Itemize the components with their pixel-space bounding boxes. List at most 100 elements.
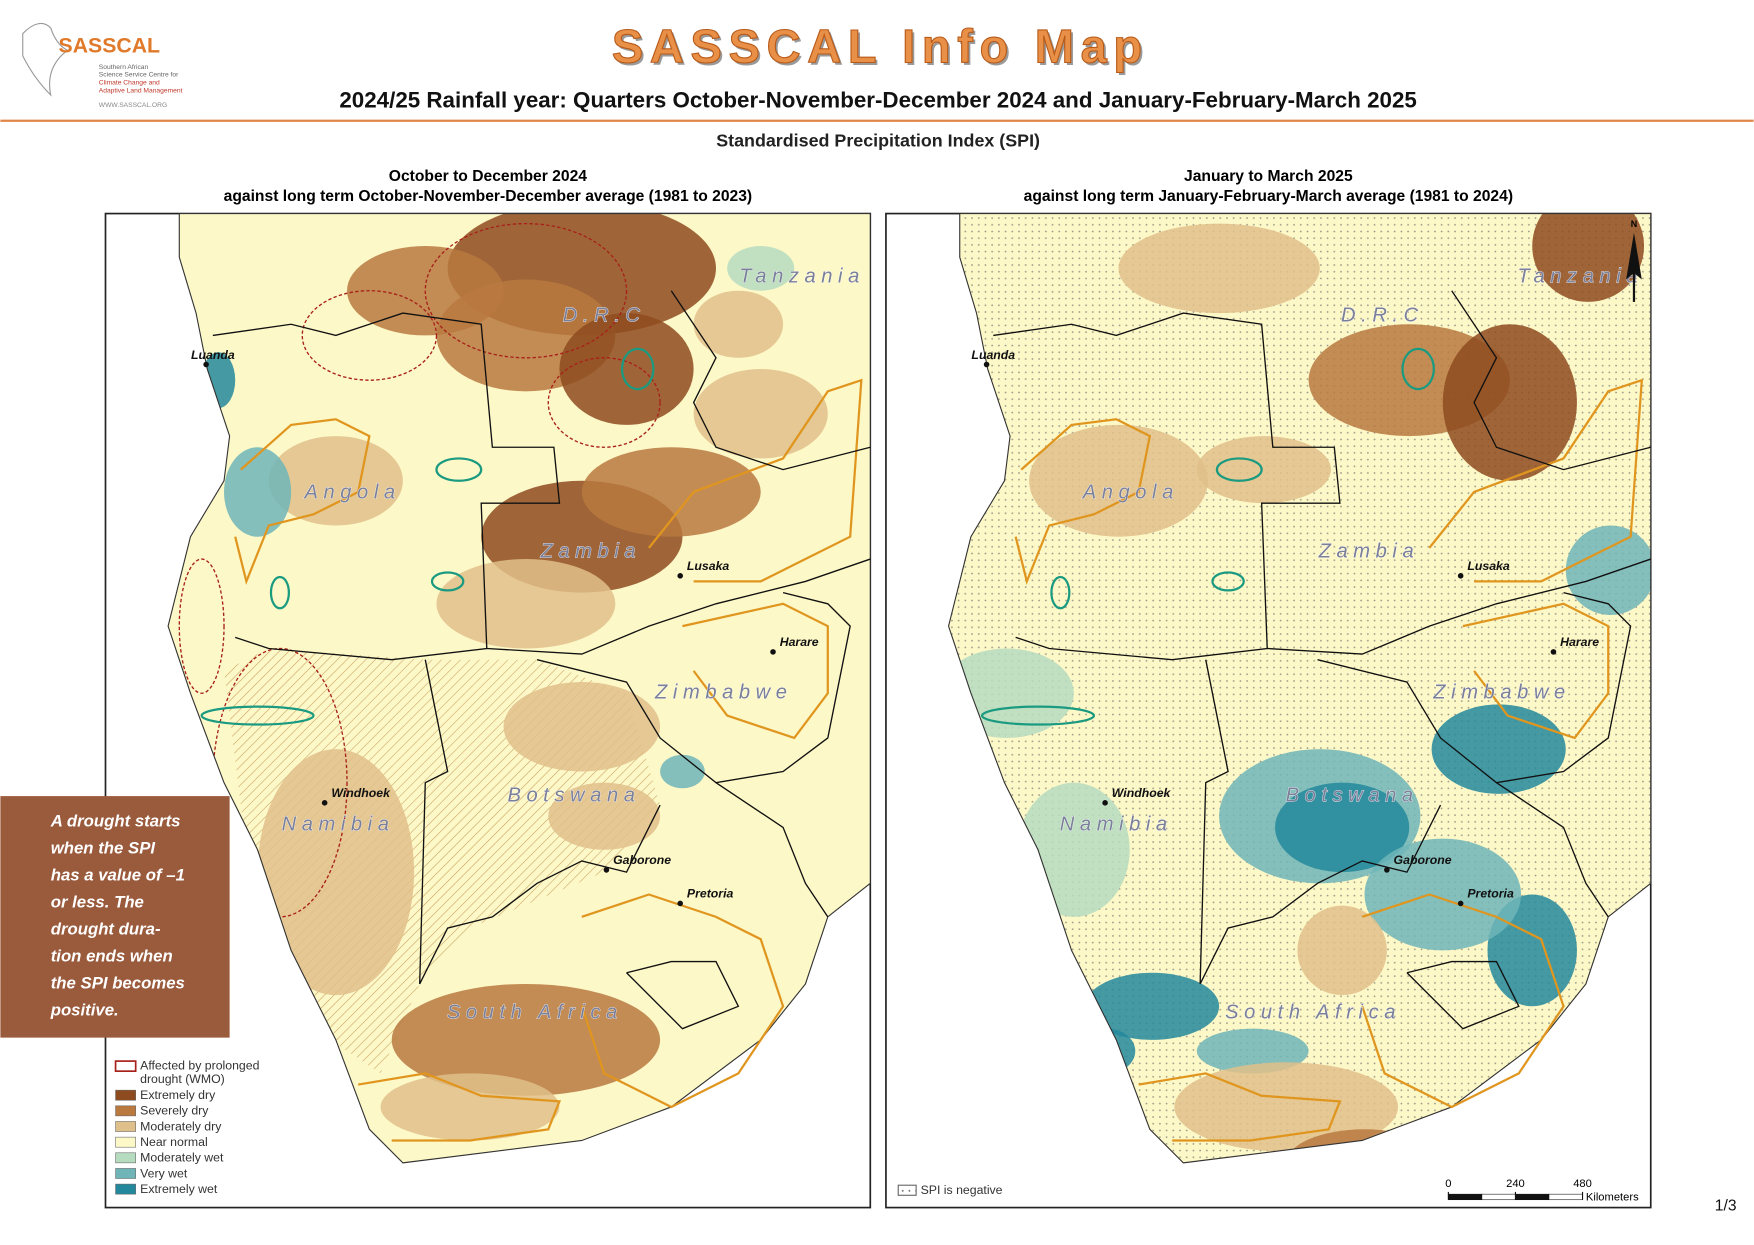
country-label: D.R.C <box>1341 305 1424 327</box>
map-subtitle: against long term January-February-March… <box>1024 188 1513 205</box>
city-dot <box>983 361 990 368</box>
city-label: Luanda <box>971 348 1015 362</box>
spi-zone <box>559 313 694 425</box>
legend-label: SPI is negative <box>921 1183 1003 1197</box>
protected-area <box>1211 571 1245 592</box>
legend-swatch <box>115 1105 136 1117</box>
map-title: October to December 2024 <box>389 168 587 185</box>
legend-label: Extremely dry <box>140 1088 216 1102</box>
tagline-line: Southern African <box>99 64 149 71</box>
city-dot <box>677 900 684 907</box>
protected-area <box>200 705 315 726</box>
spi-zone <box>1442 324 1577 481</box>
country-label: Namibia <box>282 813 395 835</box>
spi-zone <box>257 749 415 996</box>
protected-area <box>980 705 1096 726</box>
spi-zone <box>1275 782 1410 873</box>
spi-zone <box>436 559 616 649</box>
country-label: South Africa <box>1225 1001 1401 1023</box>
country-border <box>670 290 871 471</box>
legend-swatch <box>114 1060 137 1073</box>
north-arrow <box>1626 232 1642 280</box>
city-label: Lusaka <box>1467 559 1509 573</box>
transfrontier-area <box>358 1072 562 1142</box>
spi-zone <box>1364 838 1522 951</box>
spi-zone <box>1029 424 1208 537</box>
legend-swatch <box>115 1121 136 1132</box>
note-line: or less. The <box>51 892 144 911</box>
protected-area <box>620 347 655 391</box>
transfrontier-area <box>234 418 371 586</box>
legend-swatch <box>115 1168 136 1179</box>
city-dot <box>603 867 610 873</box>
prolonged-drought-outline <box>178 558 225 694</box>
protected-area <box>430 571 465 592</box>
country-border <box>715 782 829 918</box>
coastline <box>947 213 1652 1164</box>
country-label: South Africa <box>447 1001 623 1023</box>
protected-area <box>1050 575 1071 610</box>
transfrontier-area <box>1138 1072 1342 1142</box>
note-line: A drought starts <box>50 811 181 830</box>
subtitle: 2024/25 Rainfall year: Quarters October-… <box>339 88 1416 113</box>
legend-swatch <box>115 1152 136 1164</box>
title-shadow: SASSCAL Info Map <box>614 22 1151 75</box>
index-title: Standardised Precipitation Index (SPI) <box>716 131 1040 151</box>
legend-label: Near normal <box>140 1135 208 1149</box>
map-content <box>167 213 871 1164</box>
spi-zone <box>268 436 403 526</box>
spi-zone <box>380 1073 560 1141</box>
protected-area <box>269 575 290 610</box>
country-border <box>212 312 561 661</box>
maps: October to December 2024 against long ter… <box>104 168 1652 1209</box>
logo-url: WWW.SASSCAL.ORG <box>99 102 167 109</box>
country-label: Tanzania <box>739 266 865 288</box>
city-label: Gaborone <box>613 853 671 867</box>
prolonged-drought-outline <box>547 357 661 448</box>
note-line: positive. <box>50 1001 119 1020</box>
scale-segment <box>1515 1193 1550 1201</box>
title: SASSCAL Info Map <box>612 20 1149 73</box>
country-label: Tanzania <box>1517 266 1643 288</box>
legend: Affected by prolonged drought (WMO) Extrem… <box>114 1059 1003 1197</box>
city-label: Pretoria <box>687 887 734 901</box>
page-number: 1/3 <box>1715 1198 1737 1215</box>
logo-name: SASSCAL <box>59 34 160 58</box>
city-label: Gaborone <box>1394 853 1452 867</box>
city-dot <box>1457 900 1464 907</box>
transfrontier-area <box>648 378 863 583</box>
city-dot <box>770 649 776 655</box>
note: A drought starts when the SPI has a value … <box>50 811 185 1019</box>
note-line: tion ends when <box>51 947 173 966</box>
transfrontier-area <box>682 602 829 740</box>
protected-area <box>1401 347 1435 391</box>
country-border <box>536 591 851 784</box>
legend-swatch <box>115 1136 136 1148</box>
legend-label: Very wet <box>140 1166 188 1180</box>
country-border <box>1406 960 1520 1030</box>
city-label: Harare <box>1560 635 1599 649</box>
country-label: Angola <box>304 481 401 503</box>
spi-zone <box>503 682 661 772</box>
country-label: Botswana <box>1286 784 1419 806</box>
note-line: drought dura- <box>51 919 161 938</box>
spi-zone <box>1565 525 1651 615</box>
tagline-line: Climate Change and <box>99 80 160 87</box>
land <box>168 213 871 1163</box>
city-dot <box>203 361 209 368</box>
prolonged-drought-outline <box>424 222 628 359</box>
city-dot <box>321 800 328 806</box>
legend-swatch <box>115 1089 136 1101</box>
tagline-line: Adaptive Land Management <box>99 87 183 94</box>
scale-tick-label: 0 <box>1445 1178 1451 1190</box>
legend-label: Severely dry <box>140 1104 209 1118</box>
country-border <box>1317 591 1632 784</box>
coastline <box>167 213 871 1164</box>
protected-area <box>1215 457 1263 482</box>
city-label: Windhoek <box>331 786 391 800</box>
spi-zone <box>1532 213 1645 302</box>
spi-zone <box>1174 1062 1399 1152</box>
spi-zone <box>660 754 705 789</box>
tagline-line: Science Service Centre for <box>99 72 179 79</box>
